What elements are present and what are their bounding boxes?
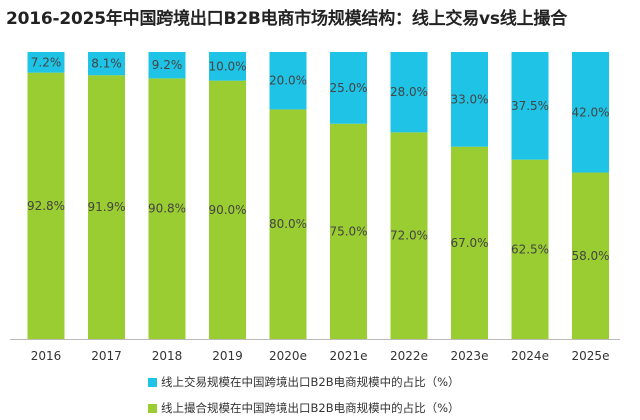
bar-online-transaction [330,52,367,124]
legend-item-online-matching: 线上撮合规模在中国跨境出口B2B电商规模中的占比（%） [148,400,460,416]
bar-online-matching [511,159,549,339]
x-tick-label: 2021e [330,349,368,363]
bar-online-transaction [148,52,186,79]
data-label-online-matching: 67.0% [450,236,488,250]
data-label-online-transaction: 28.0% [390,85,428,99]
x-tick-label: 2018 [152,349,183,363]
data-label-online-matching: 90.8% [148,202,186,216]
data-label-online-matching: 62.5% [511,242,549,256]
bar-online-transaction [209,52,246,81]
x-tick-label: 2023e [451,349,489,363]
data-label-online-transaction: 8.1% [91,57,122,71]
data-label-online-matching: 75.0% [329,224,367,238]
bar-online-transaction [269,52,307,110]
data-label-online-transaction: 20.0% [269,74,307,88]
legend-label-online-matching: 线上撮合规模在中国跨境出口B2B电商规模中的占比（%） [161,401,460,415]
data-label-online-matching: 80.0% [269,217,307,231]
bar-online-matching [330,123,367,339]
bar-online-transaction [451,52,488,147]
bar-online-transaction [572,52,609,173]
legend-label-online-transaction: 线上交易规模在中国跨境出口B2B电商规模中的占比（%） [161,375,460,389]
data-label-online-transaction: 7.2% [31,55,62,69]
data-label-online-transaction: 9.2% [152,58,183,72]
data-label-online-matching: 58.0% [571,249,609,263]
bar-online-matching [390,132,428,339]
bar-online-matching [451,146,488,339]
data-label-online-matching: 90.0% [208,203,246,217]
data-label-online-transaction: 42.0% [571,105,609,119]
bar-online-matching [572,172,609,339]
bar-online-transaction [27,52,65,73]
data-label-online-matching: 92.8% [27,199,65,213]
data-label-online-matching: 91.9% [87,200,125,214]
bar-online-matching [148,78,186,340]
data-label-online-transaction: 10.0% [208,59,246,73]
x-tick-label: 2020e [269,349,307,363]
bar-online-matching [269,109,307,340]
chart-title: 2016-2025年中国跨境出口B2B电商市场规模结构：线上交易vs线上撮合 [6,9,568,29]
data-label-online-transaction: 33.0% [450,92,488,106]
data-label-online-transaction: 25.0% [329,81,367,95]
bar-online-matching [209,80,246,339]
legend-swatch-online-matching [148,403,157,413]
x-axis-labels: 2016 2017 2018 2019 2020e 2021e 2022e 2023e 2024… [31,349,610,363]
x-tick-label: 2017 [91,349,122,363]
data-label-online-matching: 72.0% [390,229,428,243]
bar-online-transaction [88,52,125,76]
bar-online-matching [27,72,65,339]
x-tick-label: 2022e [390,349,428,363]
bar-online-matching [88,75,125,339]
data-label-online-transaction: 37.5% [511,99,549,113]
x-tick-label: 2019 [212,349,243,363]
x-tick-label: 2016 [31,349,62,363]
legend-item-online-transaction: 线上交易规模在中国跨境出口B2B电商规模中的占比（%） [148,374,460,390]
legend-swatch-online-transaction [148,377,157,387]
bars-group: 92.8% 7.2% 91.9% 8.1% 90.8% 9.2% 90.0% 10.0% 80.… [27,52,610,340]
x-tick-label: 2024e [511,349,549,363]
x-tick-label: 2025e [572,349,610,363]
bar-online-transaction [390,52,428,133]
bar-online-transaction [511,52,549,160]
